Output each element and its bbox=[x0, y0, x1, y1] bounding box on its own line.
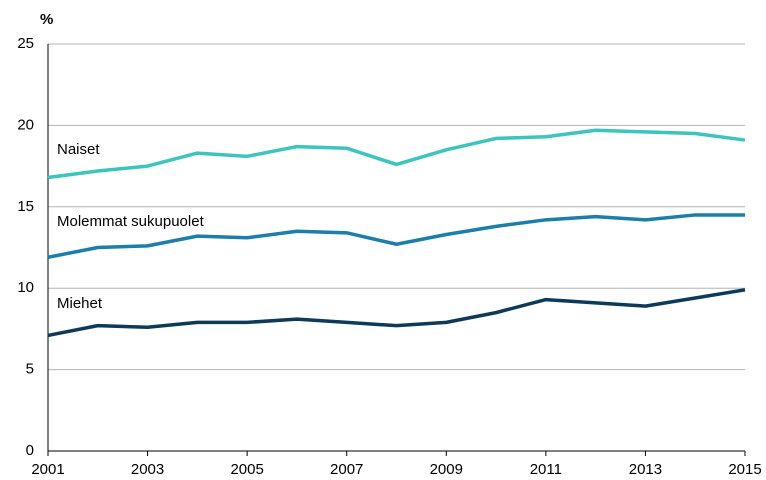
y-axis-label: % bbox=[40, 11, 53, 28]
y-tick-label: 15 bbox=[17, 198, 34, 215]
x-tick-label: 2003 bbox=[131, 461, 164, 478]
series-line bbox=[47, 288, 746, 338]
y-tick-label: 20 bbox=[17, 116, 34, 133]
y-tick-label: 10 bbox=[17, 279, 34, 296]
series-label: Miehet bbox=[57, 295, 103, 312]
series-line bbox=[47, 213, 745, 259]
x-tick-label: 2005 bbox=[230, 461, 263, 478]
series-line bbox=[47, 128, 746, 180]
x-tick-label: 2007 bbox=[330, 461, 363, 478]
y-tick-label: 5 bbox=[26, 361, 34, 378]
series-label: Molemmat sukupuolet bbox=[57, 213, 205, 230]
x-tick-label: 2013 bbox=[629, 461, 662, 478]
y-tick-label: 0 bbox=[26, 442, 34, 459]
y-tick-label: 25 bbox=[17, 35, 34, 52]
x-tick-label: 2009 bbox=[430, 461, 463, 478]
series-label: Naiset bbox=[57, 141, 100, 158]
x-tick-label: 2011 bbox=[530, 461, 562, 478]
x-tick-label: 2001 bbox=[31, 461, 64, 478]
x-tick-label: 2015 bbox=[728, 461, 761, 478]
